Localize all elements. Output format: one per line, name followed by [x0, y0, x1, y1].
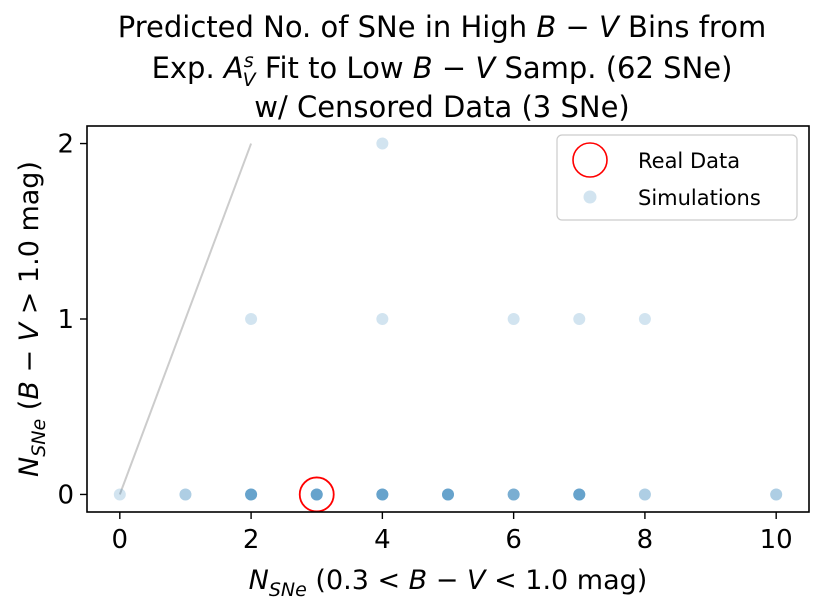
simulation-point: [507, 488, 520, 501]
simulation-point: [179, 488, 192, 501]
simulation-point: [638, 488, 651, 501]
simulation-point: [573, 488, 586, 501]
simulation-point: [507, 488, 520, 501]
y-tick-label: 2: [57, 130, 74, 160]
reference-line: [118, 143, 253, 495]
legend: Real Data Simulations: [556, 134, 798, 221]
simulation-point: [245, 488, 258, 501]
simulation-point: [507, 488, 520, 501]
simulation-point: [245, 488, 258, 501]
simulation-point: [245, 488, 258, 501]
simulation-point: [376, 488, 389, 501]
simulation-point: [573, 488, 586, 501]
legend-simulations-marker: [583, 190, 597, 204]
simulation-point: [376, 488, 389, 501]
title-line-2: Exp. As V Fit to Low B − V Samp. (62 SNe): [152, 50, 733, 91]
x-tick-label: 10: [760, 525, 793, 555]
simulation-point: [376, 488, 389, 501]
x-tick-label: 2: [243, 525, 260, 555]
simulation-point: [310, 488, 323, 501]
simulation-point: [573, 313, 586, 325]
simulation-point: [179, 488, 192, 501]
simulation-point: [573, 488, 586, 501]
x-tick-label: 8: [637, 525, 654, 555]
x-tick-label: 6: [505, 525, 522, 555]
axis-ticks: 0 2 4 6 8 10 0 1 2: [57, 130, 792, 555]
x-tick-label: 0: [112, 525, 129, 555]
x-axis-label: NSNe (0.3 < B − V < 1.0 mag): [249, 565, 648, 601]
simulation-point: [376, 488, 389, 501]
x-tick-label: 4: [374, 525, 391, 555]
simulation-point: [442, 488, 454, 501]
simulation-point: [507, 488, 520, 501]
simulation-point: [376, 313, 389, 325]
simulation-point: [442, 488, 454, 501]
legend-simulations-label: Simulations: [638, 186, 761, 210]
simulation-point: [573, 488, 586, 501]
simulation-point: [442, 488, 454, 501]
title-line-1: Predicted No. of SNe in High B − V Bins …: [118, 10, 766, 44]
plot-frame: [86, 125, 810, 513]
legend-box: [556, 134, 798, 221]
simulation-point: [310, 488, 323, 501]
chart-title: Predicted No. of SNe in High B − V Bins …: [118, 10, 766, 124]
legend-real-data-label: Real Data: [638, 149, 740, 173]
simulation-point: [638, 313, 651, 325]
simulation-point: [376, 137, 389, 150]
simulation-point: [638, 488, 651, 501]
legend-real-data-marker: [572, 142, 608, 178]
y-tick-label: 0: [57, 480, 74, 510]
simulation-point: [310, 488, 323, 501]
simulation-point: [507, 313, 520, 325]
y-tick-label: 1: [57, 305, 74, 335]
simulation-point: [113, 488, 126, 501]
simulation-point: [573, 488, 586, 501]
simulation-point: [310, 488, 323, 501]
simulation-point: [442, 488, 454, 501]
simulation-point: [770, 488, 783, 501]
simulation-point: [310, 488, 323, 501]
title-line-3: w/ Censored Data (3 SNe): [254, 90, 630, 124]
simulation-point: [245, 313, 258, 325]
y-axis-label: NSNe (B − V > 1.0 mag): [14, 161, 50, 477]
simulation-point: [245, 488, 258, 501]
simulation-point: [376, 488, 389, 501]
reference-line-group: [118, 143, 253, 495]
scatter-points: [113, 137, 783, 501]
simulation-point: [770, 488, 783, 501]
simulation-point: [245, 488, 258, 501]
simulation-point: [442, 488, 454, 501]
